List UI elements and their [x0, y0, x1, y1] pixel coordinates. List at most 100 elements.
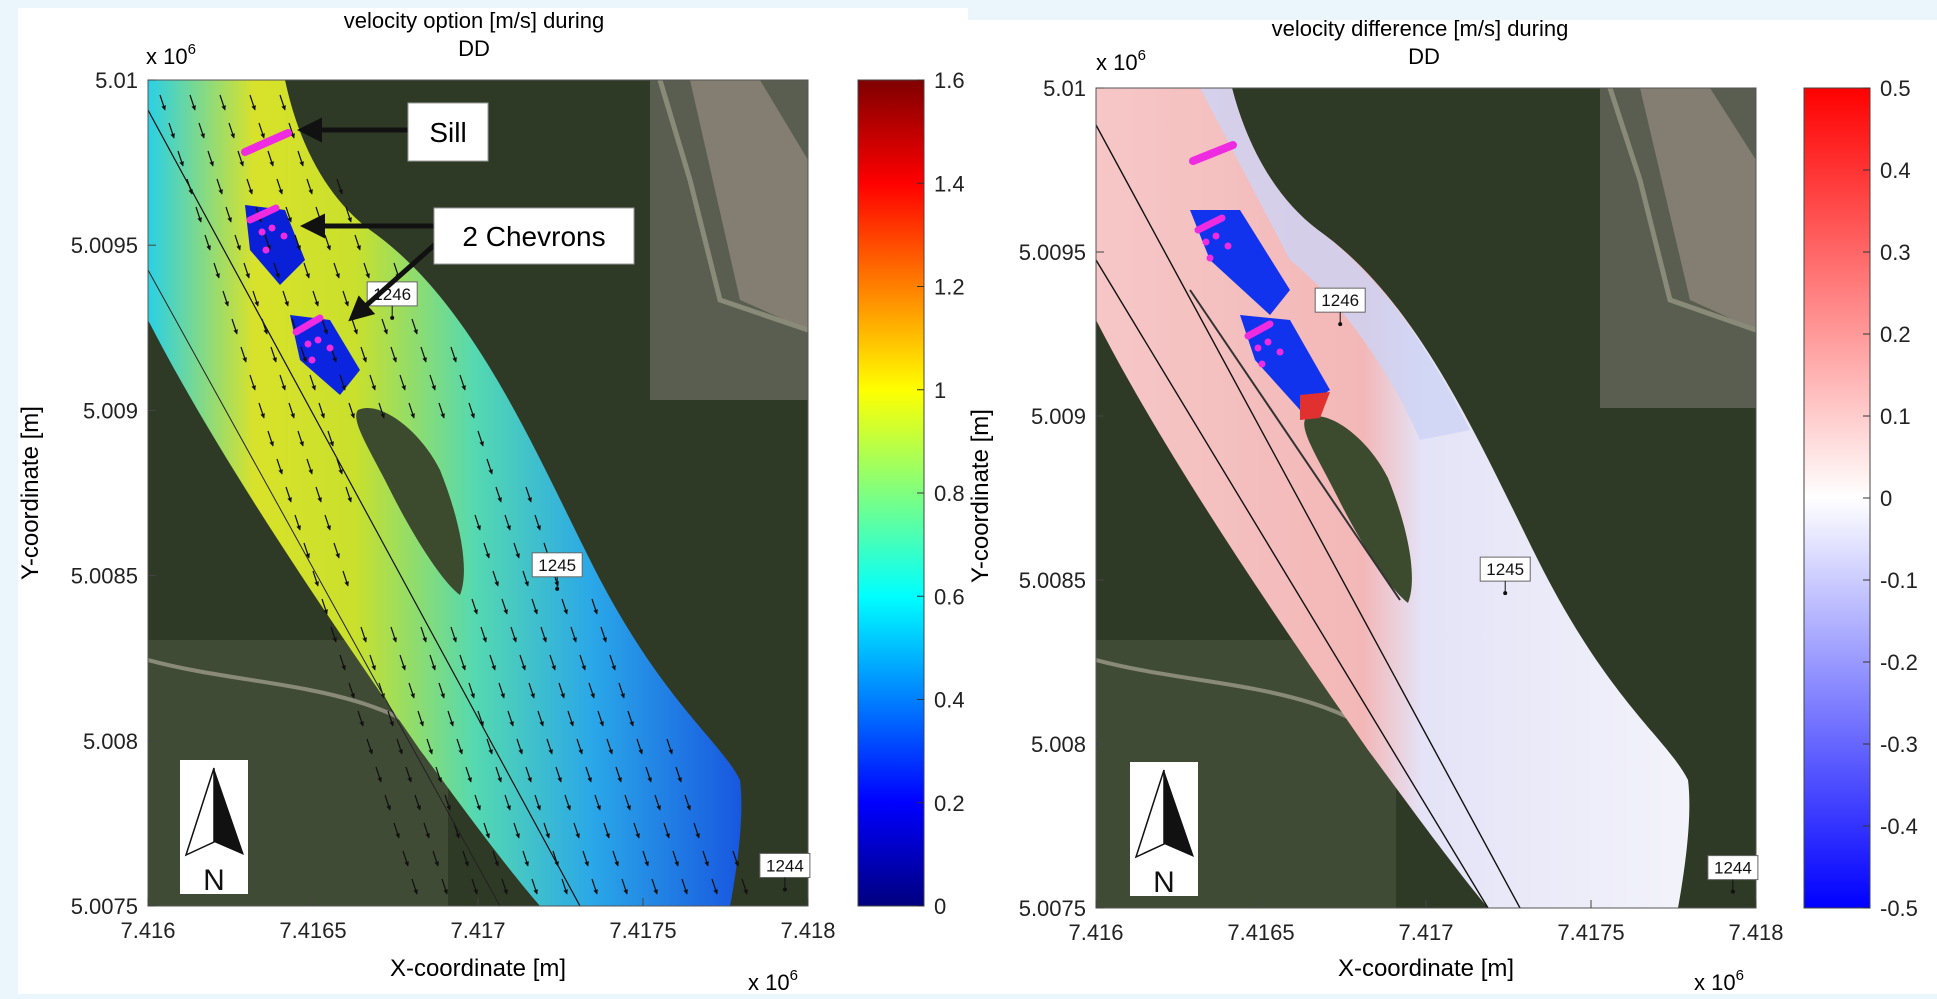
velocity-arrow [498, 682, 505, 699]
velocity-arrow [282, 290, 289, 307]
velocity-arrow [585, 766, 592, 783]
velocity-arrow [732, 850, 739, 867]
velocity-arrow [330, 626, 337, 643]
colorbar-tick-label: 0 [934, 894, 946, 919]
velocity-arrow [591, 878, 598, 895]
y-tick-label: 5.0095 [1019, 240, 1086, 265]
velocity-arrow [360, 626, 367, 643]
site-label-text: 1245 [1486, 560, 1524, 579]
velocity-arrow [318, 402, 325, 419]
right-negative-band [1200, 88, 1470, 440]
right-x-exponent: x 106 [1694, 967, 1744, 994]
right-colorbar-ticks: 0.5 0.4 0.3 0.2 0.1 0 -0.1 -0.2 -0.3 -0.4 -0.5 [1863, 76, 1918, 921]
velocity-arrow [480, 626, 487, 643]
velocity-arrow [459, 654, 466, 671]
velocity-arrow [288, 402, 295, 419]
velocity-arrow [501, 878, 508, 895]
right-y-axis-label: Y-coordinate [m] [967, 409, 994, 583]
right-field-patch [1640, 88, 1756, 330]
velocity-arrow [339, 374, 346, 391]
velocity-arrow [492, 850, 499, 867]
y-tick-label: 5.01 [1043, 76, 1086, 101]
right-channel-line-3 [1189, 289, 1401, 601]
site-label-text: 1246 [1321, 291, 1359, 310]
x-tick-label: 7.418 [1728, 920, 1783, 945]
velocity-arrow [651, 878, 658, 895]
right-x-axis-label: X-coordinate [m] [1338, 955, 1514, 982]
velocity-arrow [444, 794, 451, 811]
left-road [657, 80, 808, 333]
velocity-arrow [354, 234, 361, 251]
velocity-arrow [474, 794, 481, 811]
velocity-arrow [273, 262, 280, 279]
y-tick-label: 5.0075 [1019, 896, 1086, 921]
velocity-arrow [345, 486, 352, 503]
chevron1-dot [262, 246, 270, 254]
y-tick-label: 5.0095 [71, 233, 138, 258]
right-north-arrow: N [1130, 762, 1198, 899]
left-velocity-arrows [159, 94, 748, 895]
velocity-arrow [504, 514, 511, 531]
velocity-arrow [459, 374, 466, 391]
colorbar-tick-label: 1.4 [934, 171, 965, 196]
left-x-exponent: x 106 [748, 967, 798, 994]
velocity-arrow [324, 234, 331, 251]
right-chevron1-marker [1194, 214, 1226, 234]
velocity-arrow [303, 542, 310, 559]
colorbar-tick-label: -0.5 [1880, 896, 1918, 921]
velocity-arrow [489, 654, 496, 671]
velocity-arrow [312, 290, 319, 307]
velocity-arrow [483, 822, 490, 839]
velocity-arrow [474, 514, 481, 531]
velocity-arrow [402, 850, 409, 867]
velocity-arrow [540, 626, 547, 643]
velocity-arrow [408, 682, 415, 699]
velocity-arrow [333, 262, 340, 279]
velocity-arrow [342, 570, 349, 587]
x-tick-label: 7.417 [1398, 920, 1453, 945]
velocity-arrow [495, 766, 502, 783]
velocity-arrow [363, 262, 370, 279]
colorbar-tick-label: 0 [1880, 486, 1892, 511]
velocity-arrow [663, 822, 670, 839]
colorbar-tick-label: 1.2 [934, 275, 965, 300]
left-title-line2: DD [458, 36, 490, 61]
velocity-arrow [414, 794, 421, 811]
velocity-arrow [693, 822, 700, 839]
velocity-arrow [675, 766, 682, 783]
left-channel-line-1 [148, 109, 581, 906]
velocity-arrow [159, 94, 166, 111]
velocity-arrow [468, 682, 475, 699]
left-x-axis-label: X-coordinate [m] [390, 955, 566, 982]
chevrons-label: 2 Chevrons [462, 221, 605, 252]
velocity-arrow [606, 738, 613, 755]
right-colorbar [1803, 87, 1871, 909]
x-tick-label: 7.417 [450, 918, 505, 943]
right-sill-marker [1189, 141, 1237, 165]
velocity-arrow [288, 122, 295, 139]
velocity-arrow [222, 290, 229, 307]
velocity-arrow [204, 234, 211, 251]
velocity-arrow [309, 374, 316, 391]
left-plot: N 7.416 7.4165 7.417 7.4175 7.418 5.01 5.0095 5… [17, 8, 965, 995]
velocity-arrow [441, 878, 448, 895]
velocity-arrow [237, 150, 244, 167]
colorbar-tick-label: -0.4 [1880, 814, 1918, 839]
velocity-arrow [399, 374, 406, 391]
velocity-arrow [399, 654, 406, 671]
velocity-arrow [303, 262, 310, 279]
velocity-arrow [558, 682, 565, 699]
colorbar-tick-label: 1.6 [934, 68, 965, 93]
velocity-arrow [702, 850, 709, 867]
velocity-arrow [297, 430, 304, 447]
velocity-arrow [561, 598, 568, 615]
velocity-arrow [423, 822, 430, 839]
velocity-arrow [591, 598, 598, 615]
x-tick-label: 7.4165 [279, 918, 346, 943]
velocity-arrow [435, 766, 442, 783]
chevron2-dot [326, 344, 334, 352]
velocity-arrow [213, 262, 220, 279]
velocity-arrow [276, 178, 283, 195]
right-north-label: N [1153, 866, 1175, 899]
